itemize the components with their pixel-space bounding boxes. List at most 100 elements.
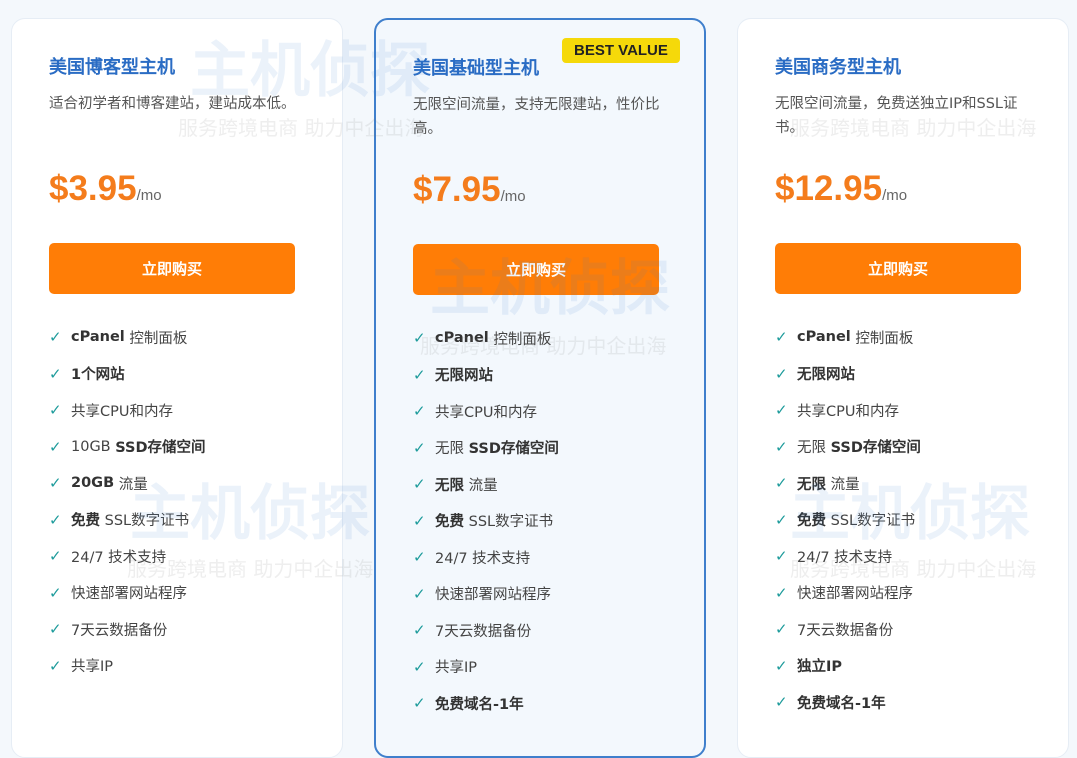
feature-text: 10GB bbox=[71, 438, 116, 455]
feature-item: ✓ cPanel 控制面板 bbox=[413, 320, 559, 357]
feature-item: ✓ 24/7 技术支持 bbox=[775, 538, 921, 575]
feature-text: 免费 bbox=[435, 514, 464, 531]
feature-item: ✓ 免费 SSL数字证书 bbox=[775, 502, 921, 539]
check-icon: ✓ bbox=[49, 364, 62, 383]
check-icon: ✓ bbox=[775, 620, 788, 639]
feature-text: 20GB bbox=[71, 475, 115, 492]
feature-text: 无限 bbox=[435, 441, 469, 458]
check-icon: ✓ bbox=[775, 693, 788, 712]
feature-item: ✓ 7天云数据备份 bbox=[49, 611, 206, 648]
buy-now-button[interactable]: 立即购买 bbox=[49, 243, 295, 294]
feature-text: 控制面板 bbox=[488, 331, 552, 348]
price-amount: $12.95 bbox=[775, 169, 883, 208]
check-icon: ✓ bbox=[49, 437, 62, 456]
check-icon: ✓ bbox=[775, 437, 788, 456]
feature-text: 免费域名-1年 bbox=[435, 696, 524, 713]
feature-item: ✓ 7天云数据备份 bbox=[413, 612, 559, 649]
check-icon: ✓ bbox=[49, 328, 62, 347]
plan-description: 适合初学者和博客建站，建站成本低。 bbox=[49, 96, 296, 112]
feature-text: 免费域名-1年 bbox=[797, 695, 886, 712]
plan-title: 美国博客型主机 bbox=[49, 57, 175, 78]
feature-text: 7天云数据备份 bbox=[71, 622, 168, 639]
feature-text: 无限网站 bbox=[797, 367, 855, 384]
feature-text: 控制面板 bbox=[124, 330, 188, 347]
feature-item: ✓ 免费域名-1年 bbox=[413, 685, 559, 722]
feature-item: ✓ 快速部署网站程序 bbox=[49, 575, 206, 612]
feature-item: ✓ 共享CPU和内存 bbox=[49, 392, 206, 429]
feature-text: SSD存储空间 bbox=[468, 441, 559, 458]
check-icon: ✓ bbox=[775, 510, 788, 529]
plan-description: 无限空间流量，支持无限建站，性价比高。 bbox=[413, 97, 660, 137]
check-icon: ✓ bbox=[775, 474, 788, 493]
feature-item: ✓ 20GB 流量 bbox=[49, 465, 206, 502]
feature-text: 无限 bbox=[797, 440, 831, 457]
feature-item: ✓ 1个网站 bbox=[49, 356, 206, 393]
feature-text: 共享IP bbox=[435, 660, 478, 677]
feature-text: 7天云数据备份 bbox=[797, 622, 894, 639]
best-value-badge: BEST VALUE bbox=[562, 38, 680, 63]
check-icon: ✓ bbox=[775, 401, 788, 420]
feature-text: SSL数字证书 bbox=[464, 514, 554, 531]
plan-price: $7.95/mo bbox=[413, 170, 526, 210]
check-icon: ✓ bbox=[413, 694, 426, 713]
plan-description: 无限空间流量，免费送独立IP和SSL证书。 bbox=[775, 96, 1018, 136]
feature-text: 共享CPU和内存 bbox=[435, 404, 537, 421]
check-icon: ✓ bbox=[413, 438, 426, 457]
buy-now-button[interactable]: 立即购买 bbox=[775, 243, 1021, 294]
feature-item: ✓ 共享CPU和内存 bbox=[413, 393, 559, 430]
feature-text: 无限 bbox=[435, 477, 464, 494]
feature-text: 快速部署网站程序 bbox=[71, 586, 187, 603]
check-icon: ✓ bbox=[413, 584, 426, 603]
feature-text: 共享CPU和内存 bbox=[797, 403, 899, 420]
plan-card-business: 美国商务型主机 无限空间流量，免费送独立IP和SSL证书。 $12.95/mo … bbox=[737, 18, 1069, 758]
feature-item: ✓ 共享IP bbox=[49, 648, 206, 685]
feature-text: 24/7 技术支持 bbox=[797, 549, 893, 566]
plan-card-blog: 美国博客型主机 适合初学者和博客建站，建站成本低。 $3.95/mo 立即购买 … bbox=[11, 18, 343, 758]
feature-item: ✓ 快速部署网站程序 bbox=[413, 576, 559, 613]
price-unit: /mo bbox=[882, 187, 908, 204]
feature-item: ✓ 共享CPU和内存 bbox=[775, 392, 921, 429]
feature-list: ✓ cPanel 控制面板 ✓ 无限网站 ✓ 共享CPU和内存 ✓ 无限 SSD存储空间 ✓ 无限… bbox=[775, 319, 921, 721]
feature-text: 独立IP bbox=[797, 659, 843, 676]
check-icon: ✓ bbox=[413, 548, 426, 567]
check-icon: ✓ bbox=[413, 657, 426, 676]
plan-price: $3.95/mo bbox=[49, 169, 162, 209]
feature-text: 无限 bbox=[797, 476, 826, 493]
feature-text: cPanel bbox=[71, 329, 125, 346]
feature-text: SSL数字证书 bbox=[826, 513, 916, 530]
check-icon: ✓ bbox=[49, 656, 62, 675]
feature-item: ✓ cPanel 控制面板 bbox=[775, 319, 921, 356]
feature-item: ✓ 无限网站 bbox=[413, 357, 559, 394]
feature-text: 共享IP bbox=[71, 659, 114, 676]
plan-title: 美国商务型主机 bbox=[775, 57, 901, 78]
feature-text: 无限网站 bbox=[435, 368, 493, 385]
feature-item: ✓ 独立IP bbox=[775, 648, 921, 685]
feature-text: 免费 bbox=[797, 513, 826, 530]
check-icon: ✓ bbox=[49, 401, 62, 420]
feature-text: 1个网站 bbox=[71, 367, 125, 384]
plan-card-basic: BEST VALUE 美国基础型主机 无限空间流量，支持无限建站，性价比高。 $… bbox=[374, 18, 706, 758]
check-icon: ✓ bbox=[49, 547, 62, 566]
feature-text: 7天云数据备份 bbox=[435, 623, 532, 640]
feature-item: ✓ 共享IP bbox=[413, 649, 559, 686]
feature-text: 24/7 技术支持 bbox=[435, 550, 531, 567]
feature-item: ✓ 无限 流量 bbox=[775, 465, 921, 502]
plan-price: $12.95/mo bbox=[775, 169, 907, 209]
check-icon: ✓ bbox=[49, 620, 62, 639]
buy-now-button[interactable]: 立即购买 bbox=[413, 244, 659, 295]
feature-list: ✓ cPanel 控制面板 ✓ 无限网站 ✓ 共享CPU和内存 ✓ 无限 SSD存储空间 ✓ 无限… bbox=[413, 320, 559, 722]
feature-item: ✓ 免费 SSL数字证书 bbox=[413, 503, 559, 540]
feature-item: ✓ 无限 SSD存储空间 bbox=[413, 430, 559, 467]
feature-item: ✓ 24/7 技术支持 bbox=[413, 539, 559, 576]
feature-item: ✓ 无限网站 bbox=[775, 356, 921, 393]
feature-text: cPanel bbox=[435, 330, 489, 347]
check-icon: ✓ bbox=[775, 328, 788, 347]
feature-text: 快速部署网站程序 bbox=[797, 586, 913, 603]
feature-text: SSD存储空间 bbox=[115, 440, 206, 457]
feature-item: ✓ 快速部署网站程序 bbox=[775, 575, 921, 612]
check-icon: ✓ bbox=[413, 329, 426, 348]
feature-item: ✓ 无限 流量 bbox=[413, 466, 559, 503]
feature-text: 共享CPU和内存 bbox=[71, 403, 173, 420]
price-amount: $7.95 bbox=[413, 170, 501, 209]
check-icon: ✓ bbox=[413, 621, 426, 640]
